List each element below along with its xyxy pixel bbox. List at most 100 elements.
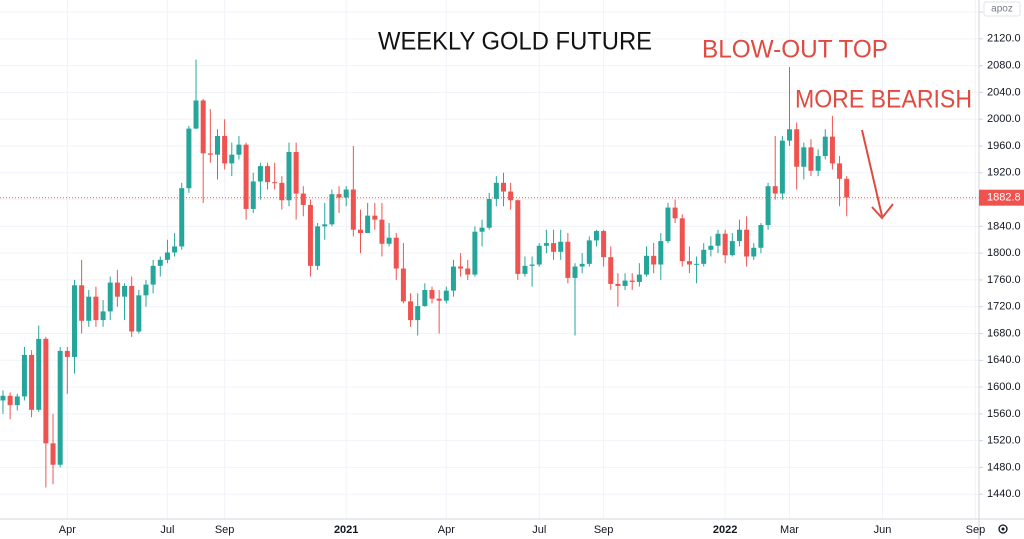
candle-body [458,266,464,269]
settings-icon[interactable] [998,524,1008,534]
candle-body [472,231,478,275]
candle-body [708,245,714,250]
candle-body [21,354,27,397]
candle-body [408,301,414,321]
candle-body [694,263,700,265]
x-tick-label: Jul [532,524,546,536]
y-tick-label: 1760.0 [987,274,1021,286]
candle-body [329,194,335,225]
candle-body [586,240,592,264]
candle-body [765,186,771,226]
y-tick-label: 2040.0 [987,86,1021,98]
candle-body [686,261,692,265]
y-tick-label: 2080.0 [987,60,1021,72]
y-tick-label: 1800.0 [987,247,1021,259]
candle-body [7,395,13,406]
candle-body [93,296,99,321]
x-tick-label: Apr [59,524,76,536]
arrow [861,129,894,220]
candle-body [794,129,800,167]
candle-body [243,144,249,209]
candle-body [551,243,557,252]
candle-body [543,243,549,246]
candle-body [250,181,256,209]
candle-body [558,241,564,252]
y-tick-label: 1680.0 [987,327,1021,339]
candle-body [336,194,342,198]
last-price-badge [979,189,1024,206]
gear-center [1001,527,1005,531]
x-tick-label: Sep [594,524,614,536]
y-tick-label: 1440.0 [987,488,1021,500]
candle-body [422,289,428,307]
y-tick-label: 1640.0 [987,354,1021,366]
candle-body [608,257,614,284]
candles [0,59,979,488]
candle-body [493,182,499,199]
candle-body [129,285,135,332]
y-tick-label: 2120.0 [987,33,1021,45]
candle-body [143,284,149,296]
candle-body [393,237,399,269]
candle-body [450,266,456,291]
candle-body [522,265,528,274]
candle-body [529,264,535,266]
candle-body [322,224,328,227]
candle-body [186,128,192,189]
candle-body [744,229,750,257]
candle-body [829,136,835,164]
candle-body [679,218,685,262]
candle-body [801,147,807,167]
y-tick-label: 1480.0 [987,461,1021,473]
x-tick-label: Jun [874,524,892,536]
arrow-shaft [861,129,883,217]
candle-body [572,266,578,278]
candle-body [36,338,42,410]
annotation: BLOW-OUT TOP [702,36,888,64]
candle-body [86,296,92,321]
candle-body [644,255,650,275]
candle-body [758,225,764,248]
candle-body [822,136,828,157]
candle-body [636,274,642,282]
candle-body [150,265,156,285]
candle-body [43,338,49,444]
y-tick-label: 1920.0 [987,167,1021,179]
gear[interactable] [998,524,1008,534]
candle-body [601,231,607,258]
candle-body [257,166,263,182]
candle-body [515,200,521,274]
candle-body [479,227,485,232]
candle-body [715,233,721,246]
candle-body [751,247,757,257]
candle-body [536,245,542,265]
candle-body [0,395,6,401]
y-tick-label: 2000.0 [987,113,1021,125]
candle-body [100,311,106,321]
candle-body [236,144,242,155]
candle-body [343,189,349,198]
candle-body [193,100,199,129]
candle-body [350,189,356,230]
y-tick-label: 1560.0 [987,408,1021,420]
candle-body [279,182,285,201]
candle-body [157,259,163,266]
candle-body [386,237,392,244]
candle-body [593,231,599,241]
candle-body [293,152,299,194]
candle-body [214,135,220,155]
candle-body [64,350,70,357]
y-tick-label: 1600.0 [987,381,1021,393]
candle-body [315,226,321,266]
candle-body [779,140,785,194]
chart-title: WEEKLY GOLD FUTURE [378,28,652,56]
candle-body [579,263,585,267]
candle-body [286,152,292,201]
candle-body [179,188,185,247]
candle-body [837,163,843,179]
candle-body [372,215,378,220]
x-tick-label: 2022 [713,524,737,536]
candle-body [265,166,271,183]
